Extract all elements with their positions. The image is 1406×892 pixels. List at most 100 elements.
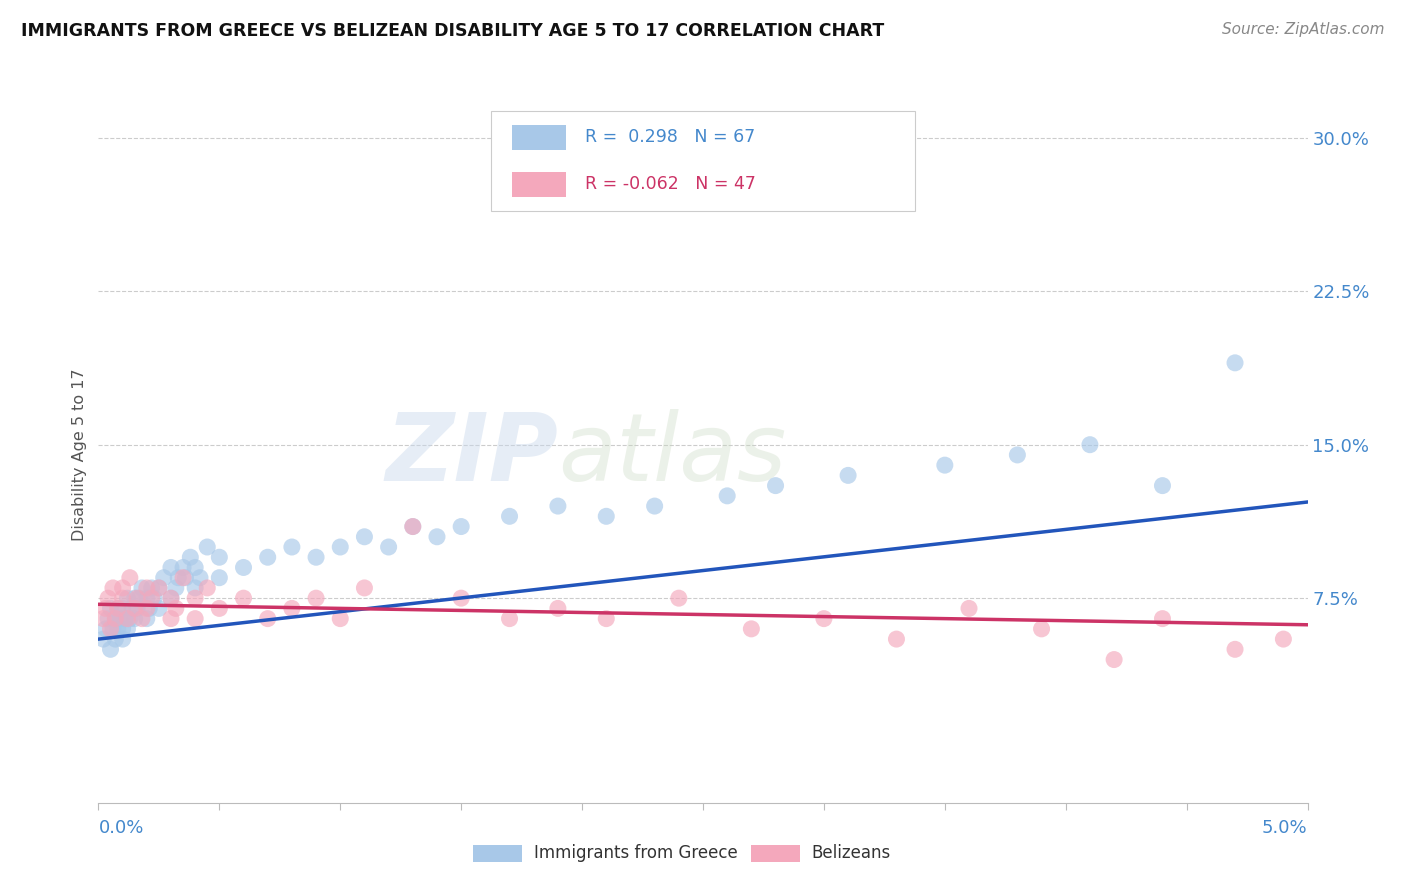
Point: [148, 601, 170, 615]
Point: [353, 530, 375, 544]
Point: [128, 591, 150, 606]
Point: [329, 612, 352, 626]
Point: [281, 601, 304, 615]
Point: [94, 601, 117, 615]
Point: [208, 571, 231, 585]
Point: [160, 591, 183, 606]
Point: [195, 581, 218, 595]
FancyBboxPatch shape: [512, 171, 567, 197]
Point: [148, 581, 170, 595]
Point: [232, 560, 254, 574]
Point: [353, 581, 375, 595]
Point: [377, 540, 399, 554]
Point: [101, 581, 124, 595]
Point: [114, 612, 136, 626]
Text: ZIP: ZIP: [385, 409, 558, 501]
Text: atlas: atlas: [558, 409, 786, 500]
Point: [595, 612, 617, 626]
Point: [188, 571, 211, 585]
Point: [172, 560, 194, 574]
FancyBboxPatch shape: [492, 111, 915, 211]
Point: [104, 612, 127, 626]
Point: [329, 540, 352, 554]
Point: [305, 591, 328, 606]
Point: [195, 540, 218, 554]
Point: [124, 591, 146, 606]
Point: [668, 591, 690, 606]
Point: [108, 612, 131, 626]
Point: [127, 591, 149, 606]
Text: 5.0%: 5.0%: [1263, 819, 1308, 838]
Text: 0.0%: 0.0%: [98, 819, 143, 838]
Point: [426, 530, 449, 544]
Point: [104, 632, 127, 646]
Point: [179, 550, 201, 565]
Point: [167, 571, 190, 585]
Point: [141, 581, 163, 595]
Text: Belizeans: Belizeans: [811, 844, 891, 862]
Point: [644, 499, 666, 513]
Point: [450, 519, 472, 533]
Point: [124, 612, 146, 626]
Point: [740, 622, 762, 636]
Point: [184, 581, 207, 595]
Point: [135, 591, 157, 606]
Point: [547, 601, 569, 615]
Point: [94, 622, 117, 636]
Y-axis label: Disability Age 5 to 17: Disability Age 5 to 17: [72, 368, 87, 541]
Point: [837, 468, 859, 483]
Text: Source: ZipAtlas.com: Source: ZipAtlas.com: [1222, 22, 1385, 37]
Text: R =  0.298   N = 67: R = 0.298 N = 67: [585, 128, 755, 146]
Point: [957, 601, 980, 615]
Point: [765, 478, 787, 492]
Point: [1078, 438, 1101, 452]
Point: [111, 591, 134, 606]
Point: [1272, 632, 1295, 646]
Point: [107, 601, 129, 615]
Point: [1223, 642, 1246, 657]
FancyBboxPatch shape: [474, 845, 522, 862]
Point: [111, 622, 134, 636]
Point: [118, 571, 141, 585]
Point: [934, 458, 956, 472]
Point: [547, 499, 569, 513]
Text: R = -0.062   N = 47: R = -0.062 N = 47: [585, 176, 755, 194]
Point: [138, 601, 160, 615]
Point: [498, 612, 520, 626]
Point: [100, 601, 122, 615]
Point: [97, 612, 120, 626]
Point: [131, 612, 153, 626]
Point: [1152, 478, 1174, 492]
Point: [124, 601, 146, 615]
FancyBboxPatch shape: [751, 845, 800, 862]
Point: [208, 550, 231, 565]
Point: [184, 560, 207, 574]
Point: [152, 571, 174, 585]
Point: [107, 601, 129, 615]
Point: [100, 642, 122, 657]
Point: [402, 519, 425, 533]
Point: [160, 591, 183, 606]
Point: [118, 612, 141, 626]
Point: [101, 622, 124, 636]
Point: [281, 540, 304, 554]
Point: [256, 612, 278, 626]
Point: [141, 591, 163, 606]
Point: [97, 591, 120, 606]
Point: [450, 591, 472, 606]
Point: [104, 612, 127, 626]
Point: [305, 550, 328, 565]
Point: [1031, 622, 1053, 636]
Point: [160, 612, 183, 626]
Point: [127, 601, 149, 615]
Point: [1007, 448, 1029, 462]
Point: [143, 591, 166, 606]
Point: [148, 581, 170, 595]
Point: [111, 601, 134, 615]
Point: [208, 601, 231, 615]
Point: [160, 560, 183, 574]
Point: [256, 550, 278, 565]
Point: [716, 489, 738, 503]
Point: [165, 601, 187, 615]
Point: [172, 571, 194, 585]
